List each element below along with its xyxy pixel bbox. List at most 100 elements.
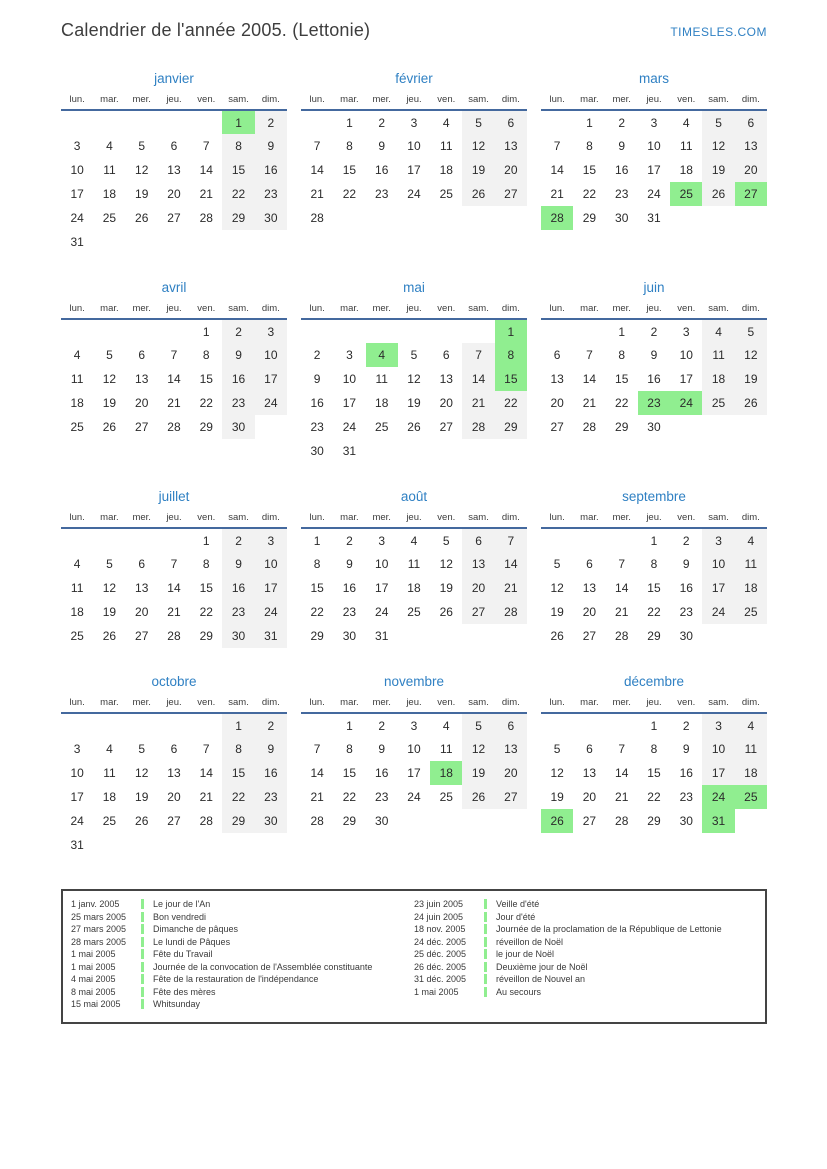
empty-day-cell bbox=[735, 809, 767, 833]
legend-date: 25 mars 2005 bbox=[71, 911, 127, 922]
day-cell: 30 bbox=[254, 809, 287, 833]
month-table-body: 1 2 3 4 5 6 7 8 9 10 11 12 13 14 15 16 17 18 19 20 21 22 23 24 2… bbox=[541, 319, 767, 439]
day-cell: 6 bbox=[553, 348, 561, 362]
day-cell: 12 bbox=[135, 163, 149, 177]
weekday-header: ven. bbox=[670, 94, 703, 111]
day-cell: 13 bbox=[135, 581, 149, 595]
month-table-head: lun. mar. mer. jeu. ven. sam. dim. bbox=[61, 94, 287, 111]
day-cell: 6 bbox=[586, 742, 593, 756]
weekday-header: ven. bbox=[430, 303, 463, 320]
day-cell: 5 bbox=[138, 742, 146, 756]
empty-day-cell bbox=[93, 833, 125, 857]
weekday-header: ven. bbox=[430, 697, 463, 714]
day-cell: 19 bbox=[135, 790, 149, 804]
weekday-header: ven. bbox=[670, 512, 703, 529]
day-cell: 30 bbox=[254, 206, 287, 230]
day-cell: 3 bbox=[346, 348, 353, 362]
weekday-header: sam. bbox=[462, 94, 495, 111]
weekday-header: lun. bbox=[301, 303, 334, 320]
day-cell: 23 bbox=[310, 420, 324, 434]
legend-column-left: 1 janv. 2005 Le jour de l'An 25 mars 2005 B… bbox=[71, 898, 414, 1011]
day-cell: 26 bbox=[135, 814, 149, 828]
day-cell: 2 bbox=[254, 110, 287, 134]
week-row: 4 5 6 7 8 9 10 bbox=[61, 552, 287, 576]
day-cell: 15 bbox=[582, 163, 597, 177]
day-cell: 15 bbox=[342, 163, 357, 177]
weekday-header: jeu. bbox=[157, 303, 191, 320]
day-cell: 30 bbox=[679, 629, 693, 643]
day-cell: 16 bbox=[375, 766, 389, 780]
day-cell: 29 bbox=[222, 206, 255, 230]
weekday-header-row: lun. mar. mer. jeu. ven. sam. dim. bbox=[61, 512, 287, 529]
empty-day-cell bbox=[670, 206, 702, 230]
day-cell: 17 bbox=[70, 187, 84, 201]
day-cell: 28 bbox=[199, 211, 213, 225]
day-cell: 9 bbox=[254, 737, 287, 761]
empty-day-cell bbox=[702, 415, 734, 439]
week-row: 9 10 11 12 13 14 15 bbox=[301, 367, 527, 391]
day-cell: 3 bbox=[650, 115, 658, 130]
holiday-marker bbox=[141, 974, 144, 985]
day-cell: 15 bbox=[222, 158, 255, 182]
day-cell: 22 bbox=[342, 790, 357, 804]
legend-label: Le lundi de Pâques bbox=[153, 936, 231, 947]
empty-day-cell bbox=[702, 624, 734, 648]
empty-day-cell bbox=[495, 206, 527, 230]
day-cell: 19 bbox=[102, 605, 117, 619]
weekday-header: jeu. bbox=[637, 94, 671, 111]
day-cell: 16 bbox=[647, 372, 661, 386]
empty-day-cell bbox=[398, 439, 430, 463]
day-cell: 16 bbox=[375, 163, 389, 177]
empty-day-cell bbox=[190, 713, 222, 737]
day-cell: 2 bbox=[618, 115, 626, 130]
day-cell: 30 bbox=[615, 211, 629, 225]
day-cell: 23 bbox=[254, 785, 287, 809]
day-cell: 9 bbox=[346, 557, 353, 571]
weekday-header: sam. bbox=[222, 94, 255, 111]
weekday-header: mer. bbox=[365, 94, 398, 111]
weekday-header-row: lun. mar. mer. jeu. ven. sam. dim. bbox=[541, 512, 767, 529]
weekday-header-row: lun. mar. mer. jeu. ven. sam. dim. bbox=[541, 94, 767, 111]
week-row: 12 13 14 15 16 17 18 bbox=[541, 761, 767, 785]
weekday-header: ven. bbox=[190, 697, 223, 714]
day-cell: 15 bbox=[615, 372, 629, 386]
day-cell: 28 bbox=[615, 629, 629, 643]
day-cell: 8 bbox=[618, 348, 626, 362]
empty-day-cell bbox=[541, 528, 573, 552]
day-cell: 17 bbox=[254, 367, 287, 391]
day-cell: 19 bbox=[550, 790, 564, 804]
site-link[interactable]: TIMESLES.COM bbox=[670, 25, 767, 39]
day-cell: 14 bbox=[582, 372, 597, 386]
day-cell: 18 bbox=[679, 163, 693, 177]
day-cell: 20 bbox=[135, 605, 149, 619]
day-cell: 11 bbox=[440, 742, 453, 756]
legend-date: 27 mars 2005 bbox=[71, 924, 127, 935]
day-cell: 1 bbox=[202, 533, 210, 548]
empty-day-cell bbox=[301, 319, 333, 343]
day-cell: 13 bbox=[550, 372, 564, 386]
weekday-header-row: lun. mar. mer. jeu. ven. sam. dim. bbox=[301, 697, 527, 714]
month-table-body: 1 2 3 4 5 6 7 8 9 10 11 12 13 14 15 16 17 18 19 20 21 22 23 24 2… bbox=[301, 110, 527, 230]
day-cell: 15 bbox=[199, 581, 213, 595]
empty-day-cell bbox=[158, 833, 190, 857]
day-cell: 22 bbox=[310, 605, 324, 619]
weekday-header: dim. bbox=[494, 697, 527, 714]
weekday-header-row: lun. mar. mer. jeu. ven. sam. dim. bbox=[61, 94, 287, 111]
day-cell: 6 bbox=[494, 713, 527, 737]
weekday-header: ven. bbox=[670, 303, 703, 320]
day-cell: 25 bbox=[70, 629, 84, 643]
empty-day-cell bbox=[158, 528, 190, 552]
day-cell: 6 bbox=[138, 348, 146, 362]
month-table: lun. mar. mer. jeu. ven. sam. dim. 1 2 3 4 5 6 7 8 9 10 1… bbox=[61, 697, 287, 857]
weekday-header: lun. bbox=[541, 697, 574, 714]
day-cell: 5 bbox=[734, 319, 767, 343]
day-cell: 17 bbox=[702, 576, 735, 600]
day-cell: 31 bbox=[375, 629, 389, 643]
weekday-header: mar. bbox=[333, 697, 366, 714]
day-cell: 15 bbox=[494, 367, 527, 391]
day-cell: 13 bbox=[439, 372, 453, 386]
day-cell: 22 bbox=[222, 182, 255, 206]
